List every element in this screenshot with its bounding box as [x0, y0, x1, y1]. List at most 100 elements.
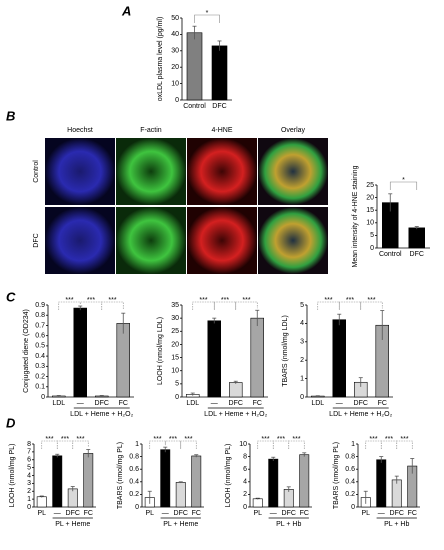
y-axis-label: LOOH (nmol/mg PL)	[225, 444, 232, 508]
y-tick-label: 0	[370, 245, 374, 252]
y-tick-label: 6	[243, 466, 247, 473]
x-tick-label: —	[378, 510, 385, 517]
y-tick-label: 10	[366, 220, 374, 227]
x-tick-label: FC	[378, 400, 387, 407]
y-tick-label: 0	[175, 97, 179, 104]
significance-label: ***	[400, 436, 408, 443]
bar	[191, 455, 202, 508]
y-tick-label: 8	[27, 441, 31, 448]
significance-bracket	[360, 301, 383, 310]
y-tick-label: 5	[370, 232, 374, 239]
y-axis-label: LOOH (nmol/mg LDL)	[157, 317, 164, 385]
y-tick-label: 0.2	[129, 491, 139, 498]
y-tick-label: 0.6	[345, 466, 355, 473]
y-tick-label: 35	[171, 302, 179, 309]
significance-label: ***	[61, 436, 69, 443]
y-tick-label: 0.2	[345, 491, 355, 498]
significance-label: ***	[184, 436, 192, 443]
significance-bracket	[101, 301, 124, 310]
y-axis-label: Conjugated diene (OD234)	[23, 309, 30, 393]
y-tick-label: 15	[171, 354, 179, 361]
significance-label: ***	[199, 297, 207, 304]
y-axis-label: oxLDL plasma level (pg/ml)	[157, 17, 164, 102]
group-label: PL + Hb	[276, 521, 301, 528]
row-label: DFC	[33, 233, 40, 247]
y-tick-label: 0	[175, 394, 179, 401]
y-tick-label: 25	[171, 328, 179, 335]
y-tick-label: 0.8	[345, 453, 355, 460]
y-tick-label: 7	[27, 449, 31, 456]
bar	[67, 488, 78, 508]
y-tick-label: 3	[27, 480, 31, 487]
x-tick-label: DFC	[354, 400, 368, 407]
significance-label: ***	[369, 436, 377, 443]
x-tick-label: LDL	[311, 400, 324, 407]
group-label: LDL + Heme + H₂O₂	[70, 411, 133, 418]
micrograph	[45, 207, 115, 274]
micrograph	[187, 207, 257, 274]
x-tick-label: FC	[300, 510, 309, 517]
y-tick-label: 5	[27, 464, 31, 471]
x-tick-label: FC	[253, 400, 262, 407]
x-tick-label: Control	[183, 103, 206, 110]
y-tick-label: 0.4	[345, 479, 355, 486]
column-label: Hoechst	[67, 127, 93, 134]
micrograph	[187, 138, 257, 205]
micrograph	[116, 207, 186, 274]
bar	[36, 496, 47, 508]
micrograph	[45, 138, 115, 205]
y-tick-label: 3	[300, 339, 304, 346]
panel-label: C	[6, 289, 16, 304]
x-tick-label: DFC	[410, 251, 424, 258]
significance-bracket	[396, 440, 413, 449]
x-tick-label: LDL	[186, 400, 199, 407]
y-axis-label: TBARS (nmol/mg PL)	[333, 442, 340, 509]
bar	[252, 498, 263, 508]
x-tick-label: DFC	[390, 510, 404, 517]
y-tick-label: 25	[366, 182, 374, 189]
y-tick-label: 20	[171, 64, 179, 71]
y-tick-label: 0.1	[35, 384, 45, 391]
panel-label: B	[6, 108, 15, 123]
y-tick-label: 20	[366, 194, 374, 201]
y-tick-label: 2	[27, 488, 31, 495]
x-tick-label: FC	[119, 400, 128, 407]
y-tick-label: 10	[239, 441, 247, 448]
bar	[83, 453, 94, 508]
x-tick-label: PL	[37, 510, 46, 517]
bar	[116, 323, 131, 398]
x-tick-label: —	[211, 400, 218, 407]
bar	[250, 317, 265, 398]
y-axis-label: Mean intensity of 4-HNE staining	[352, 165, 359, 267]
bar	[52, 455, 63, 508]
x-tick-label: FC	[84, 510, 93, 517]
y-tick-label: 8	[243, 453, 247, 460]
x-tick-label: —	[54, 510, 61, 517]
significance-label: *	[206, 10, 209, 17]
micrograph	[258, 138, 328, 205]
group-label: PL + Heme	[163, 521, 198, 528]
significance-label: ***	[153, 436, 161, 443]
significance-bracket	[149, 440, 166, 449]
y-tick-label: 0.8	[129, 453, 139, 460]
x-tick-label: PL	[253, 510, 262, 517]
bar	[211, 45, 228, 101]
column-label: Overlay	[281, 127, 306, 134]
significance-label: ***	[324, 297, 332, 304]
y-tick-label: 15	[366, 207, 374, 214]
y-axis-label: LOOH (nmol/mg PL)	[9, 444, 16, 508]
y-tick-label: 4	[243, 479, 247, 486]
group-label: PL + Hb	[384, 521, 409, 528]
x-tick-label: —	[336, 400, 343, 407]
y-tick-label: 1	[351, 441, 355, 448]
group-label: PL + Heme	[55, 521, 90, 528]
significance-bracket	[180, 440, 197, 449]
significance-label: ***	[169, 436, 177, 443]
y-tick-label: 40	[171, 31, 179, 38]
y-tick-label: 0.6	[129, 466, 139, 473]
x-tick-label: —	[270, 510, 277, 517]
y-tick-label: 0.8	[35, 312, 45, 319]
significance-label: ***	[261, 436, 269, 443]
y-tick-label: 0.5	[35, 343, 45, 350]
